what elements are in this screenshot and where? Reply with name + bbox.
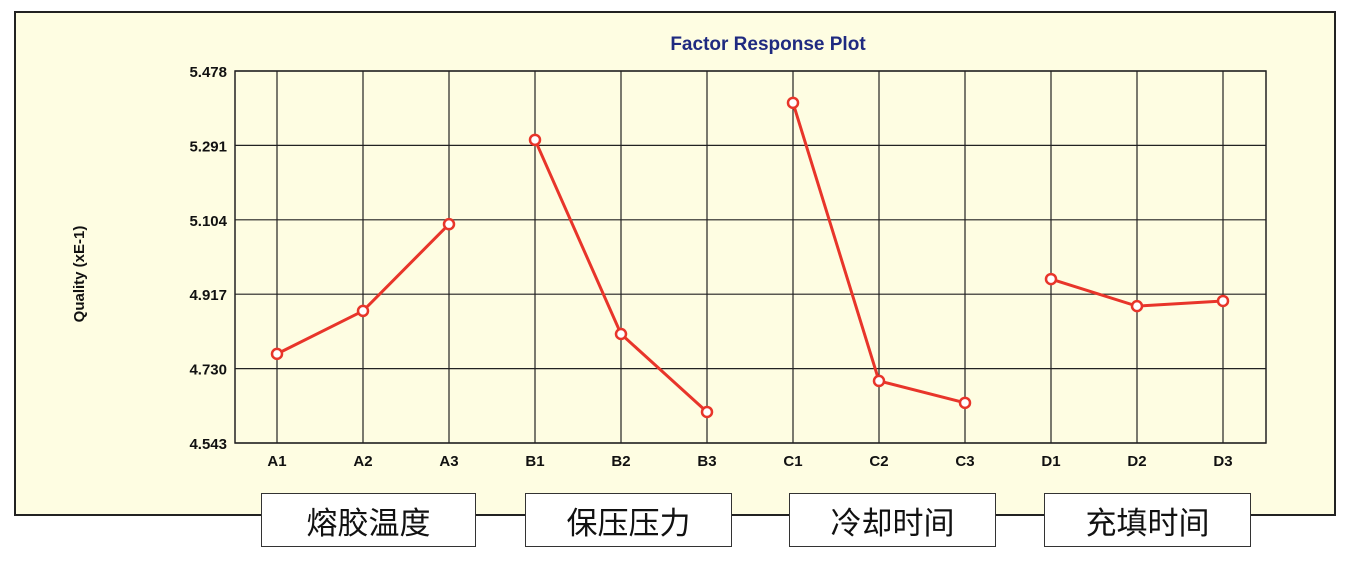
y-tick-label: 5.104 — [189, 213, 227, 230]
y-tick-label: 5.291 — [189, 138, 227, 155]
data-point — [958, 396, 972, 410]
x-tick-label: A2 — [353, 453, 372, 470]
data-point — [270, 347, 284, 361]
data-point — [356, 304, 370, 318]
data-point — [528, 133, 542, 147]
y-axis-label: Quality (xE-1) — [71, 226, 88, 323]
data-point — [700, 405, 714, 419]
chart-title: Factor Response Plot — [670, 34, 866, 55]
y-tick-label: 5.478 — [189, 64, 227, 81]
x-tick-label: A3 — [439, 453, 458, 470]
x-tick-label: C3 — [955, 453, 974, 470]
x-tick-label: B2 — [611, 453, 630, 470]
factor-label-c: 冷却时间 — [789, 493, 996, 547]
x-tick-label: C2 — [869, 453, 888, 470]
data-point — [1216, 294, 1230, 308]
x-tick-label: B3 — [697, 453, 716, 470]
x-tick-label: C1 — [783, 453, 802, 470]
x-tick-label: D3 — [1213, 453, 1232, 470]
data-point — [442, 217, 456, 231]
y-tick-label: 4.917 — [189, 287, 227, 304]
x-tick-label: B1 — [525, 453, 544, 470]
data-point — [872, 374, 886, 388]
data-point — [614, 327, 628, 341]
x-tick-label: D1 — [1041, 453, 1060, 470]
y-tick-label: 4.543 — [189, 436, 227, 453]
y-tick-label: 4.730 — [189, 362, 227, 379]
plot-area-border — [234, 70, 1267, 444]
factor-label-b: 保压压力 — [525, 493, 732, 547]
x-tick-label: D2 — [1127, 453, 1146, 470]
data-point — [786, 96, 800, 110]
x-tick-label: A1 — [267, 453, 286, 470]
data-point — [1130, 299, 1144, 313]
factor-label-d: 充填时间 — [1044, 493, 1251, 547]
data-point — [1044, 272, 1058, 286]
factor-label-a: 熔胶温度 — [261, 493, 476, 547]
